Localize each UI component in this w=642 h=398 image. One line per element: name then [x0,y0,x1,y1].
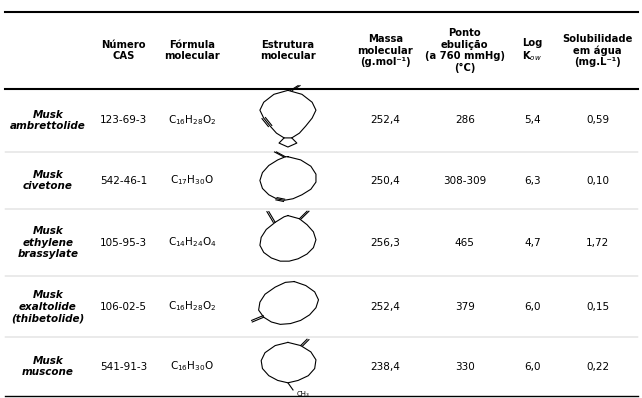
Text: 0,15: 0,15 [586,302,609,312]
Text: 6,3: 6,3 [524,176,541,185]
Text: 4,7: 4,7 [524,238,541,248]
Text: 106-02-5: 106-02-5 [100,302,147,312]
Text: Musk
ethylene
brassylate: Musk ethylene brassylate [17,226,78,259]
Text: 542-46-1: 542-46-1 [100,176,147,185]
Text: 330: 330 [455,361,474,372]
Text: 256,3: 256,3 [370,238,400,248]
Text: 123-69-3: 123-69-3 [100,115,147,125]
Text: C$_{16}$H$_{28}$O$_{2}$: C$_{16}$H$_{28}$O$_{2}$ [168,300,216,314]
Text: C$_{16}$H$_{28}$O$_{2}$: C$_{16}$H$_{28}$O$_{2}$ [168,113,216,127]
Text: Ponto
ebulição
(a 760 mmHg)
(°C): Ponto ebulição (a 760 mmHg) (°C) [425,28,505,73]
Text: Massa
molecular
(g.mol⁻¹): Massa molecular (g.mol⁻¹) [358,34,413,67]
Text: Musk
ambrettolide: Musk ambrettolide [10,110,86,131]
Text: 250,4: 250,4 [370,176,400,185]
Text: 379: 379 [455,302,474,312]
Text: C$_{14}$H$_{24}$O$_{4}$: C$_{14}$H$_{24}$O$_{4}$ [168,236,217,250]
Text: Fórmula
molecular: Fórmula molecular [164,40,220,61]
Text: Musk
civetone: Musk civetone [23,170,73,191]
Text: C$_{17}$H$_{30}$O: C$_{17}$H$_{30}$O [170,174,214,187]
Text: 0,10: 0,10 [586,176,609,185]
Text: 238,4: 238,4 [370,361,400,372]
Text: 6,0: 6,0 [524,302,541,312]
Text: CH₃: CH₃ [296,391,309,397]
Text: 0,22: 0,22 [586,361,609,372]
Text: 5,4: 5,4 [524,115,541,125]
Text: 252,4: 252,4 [370,115,400,125]
Text: 465: 465 [455,238,474,248]
Text: C$_{16}$H$_{30}$O: C$_{16}$H$_{30}$O [170,360,214,373]
Text: Solubilidade
em água
(mg.L⁻¹): Solubilidade em água (mg.L⁻¹) [562,33,633,67]
Text: Musk
exaltolide
(thibetolide): Musk exaltolide (thibetolide) [11,290,85,323]
Text: Log
K$_{ow}$: Log K$_{ow}$ [522,38,542,63]
Text: 105-95-3: 105-95-3 [100,238,147,248]
Text: 0,59: 0,59 [586,115,609,125]
Text: 1,72: 1,72 [586,238,609,248]
Text: Estrutura
molecular: Estrutura molecular [260,40,316,61]
Text: Número
CAS: Número CAS [101,40,146,61]
Text: 6,0: 6,0 [524,361,541,372]
Text: 252,4: 252,4 [370,302,400,312]
Text: Musk
muscone: Musk muscone [22,356,74,377]
Text: 541-91-3: 541-91-3 [100,361,147,372]
Text: 286: 286 [455,115,474,125]
Text: 308-309: 308-309 [443,176,487,185]
